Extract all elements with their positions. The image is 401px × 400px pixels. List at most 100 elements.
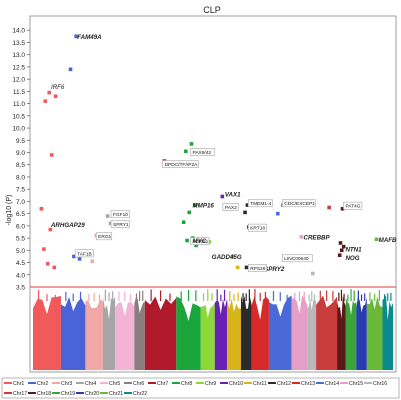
plot-frame — [29, 15, 397, 373]
legend-label: Chr11 — [253, 381, 267, 387]
legend-label: Chr21 — [109, 391, 123, 397]
legend-label: Chr18 — [37, 391, 51, 397]
legend-label: Chr13 — [301, 381, 315, 387]
y-tick-label: 4.5 — [16, 260, 25, 267]
legend-label: Chr16 — [373, 381, 387, 387]
chromosome-band-chr13 — [251, 296, 269, 370]
y-tick-label: 4.0 — [16, 272, 25, 279]
chromosome-spike — [54, 294, 56, 301]
gene-annotation-box — [247, 199, 273, 208]
chromosome-band-chr5 — [115, 301, 135, 370]
legend-label: Chr9 — [205, 381, 216, 387]
chromosome-band-chr17 — [316, 295, 338, 370]
data-point — [48, 227, 53, 232]
chromosome-spike — [233, 294, 235, 301]
chromosome-spike — [65, 291, 67, 301]
y-tick-label: 3.5 — [16, 285, 25, 292]
data-point — [245, 203, 250, 207]
chromosome-spike — [139, 291, 141, 301]
data-point — [52, 265, 57, 270]
data-point — [235, 265, 240, 270]
chromosome-spike — [298, 291, 301, 301]
data-point — [43, 99, 48, 103]
chromosome-spike — [93, 292, 95, 301]
chromosome-spike — [135, 293, 138, 301]
chromosome-spike — [357, 290, 359, 301]
gene-annotation: NOG — [345, 255, 359, 262]
gene-annotation: LINC00640 — [284, 256, 309, 262]
legend-frame — [1, 377, 400, 399]
chromosome-spike — [142, 290, 144, 301]
chromosome-spike — [118, 291, 120, 301]
chromosome-spike — [364, 293, 366, 301]
gene-annotation: DPDC/TFAP2A — [165, 162, 199, 168]
data-point — [185, 238, 189, 243]
legend-label: Chr14 — [325, 381, 339, 387]
chromosome-spike — [343, 293, 345, 301]
gene-annotation: FGF10 — [113, 212, 128, 218]
chromosome-spike — [229, 291, 231, 301]
chromosome-band-chr22 — [382, 295, 393, 370]
data-point — [184, 149, 188, 154]
chromosome-spike — [159, 290, 162, 301]
chromosome-spike — [360, 294, 363, 301]
data-point — [341, 244, 346, 249]
gene-annotation-box — [247, 223, 267, 232]
legend-label: Chr10 — [229, 381, 243, 387]
chromosome-spike — [353, 290, 355, 301]
gene-annotation-box — [282, 199, 316, 208]
gene-annotation: SPRY2 — [264, 266, 285, 273]
y-tick-label: 11.0 — [13, 101, 26, 108]
y-axis-label: -log10 (P) — [6, 195, 13, 226]
chromosome-spike — [207, 289, 209, 301]
y-tick-label: 5.5 — [16, 236, 25, 243]
legend-label: Chr4 — [85, 381, 96, 387]
data-point — [338, 241, 343, 245]
data-point — [340, 206, 345, 211]
data-point — [90, 259, 95, 264]
chromosome-spike — [369, 292, 371, 301]
data-point — [72, 254, 76, 259]
chromosome-spike — [294, 292, 296, 301]
chromosome-spike — [46, 294, 48, 301]
y-tick-label: 9.5 — [16, 138, 25, 145]
data-point — [244, 265, 249, 270]
data-point — [42, 247, 46, 251]
chromosome-spike — [180, 291, 182, 301]
y-tick-label: 10.0 — [12, 126, 25, 133]
gene-annotation: KRT18 — [250, 226, 265, 232]
data-point — [105, 214, 110, 218]
gene-annotation-box — [162, 160, 199, 168]
gene-annotation: CDC/EXCEP1 — [284, 201, 315, 207]
chromosome-spike — [104, 289, 106, 301]
chromosome-spike — [202, 293, 205, 301]
gene-annotation-box — [190, 148, 216, 156]
gene-annotation: FAM49A — [77, 34, 102, 41]
chart-title: CLP — [203, 5, 221, 15]
chromosome-spike — [286, 294, 288, 301]
chromosome-spike — [347, 294, 349, 301]
gene-annotation: MYC — [193, 238, 207, 245]
chromosome-band-chr11 — [226, 298, 241, 370]
legend-label: Chr17 — [13, 391, 27, 397]
chromosome-band-chr18 — [337, 295, 346, 370]
data-point — [39, 206, 44, 211]
chromosome-band-chr8 — [176, 296, 201, 370]
gene-annotation: MAFB — [379, 237, 397, 244]
y-tick-label: 8.0 — [16, 174, 25, 181]
chromosome-spike — [220, 294, 222, 301]
data-point — [327, 205, 331, 210]
legend-label: Chr19 — [61, 391, 75, 397]
gene-annotation-box — [95, 232, 113, 241]
data-point — [181, 220, 186, 224]
chromosome-band-chr10 — [214, 298, 227, 370]
chromosome-band-chr7 — [144, 296, 177, 370]
data-point — [189, 142, 194, 146]
y-tick-label: 9.0 — [16, 150, 25, 157]
chromosome-band-chr12 — [240, 295, 252, 370]
y-tick-label: 5.0 — [16, 248, 25, 255]
y-tick-label: 7.5 — [16, 187, 25, 194]
chromosome-spike — [311, 290, 313, 301]
gene-annotation: ERG1 — [98, 234, 111, 240]
chromosome-spike — [384, 294, 386, 301]
